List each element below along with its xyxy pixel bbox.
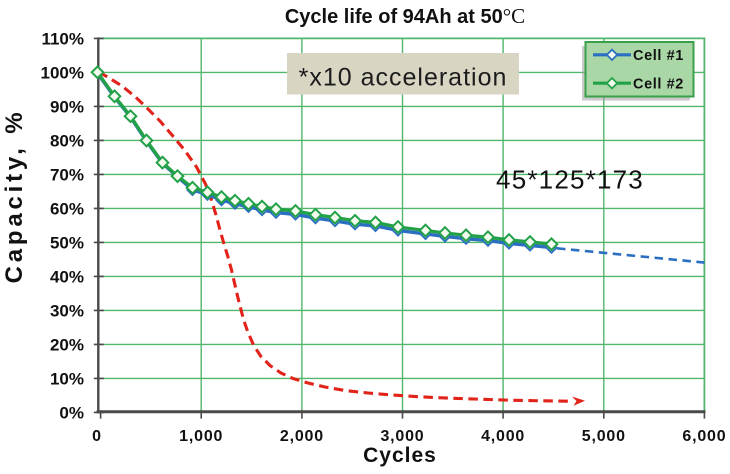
- svg-text:60%: 60%: [50, 199, 84, 218]
- svg-text:Cycle life of 94Ah at 50°C: Cycle life of 94Ah at 50°C: [285, 4, 525, 28]
- svg-text:10%: 10%: [50, 369, 84, 388]
- svg-text:110%: 110%: [41, 29, 84, 48]
- svg-text:90%: 90%: [50, 97, 84, 116]
- svg-text:Cell #2: Cell #2: [633, 76, 684, 92]
- svg-text:50%: 50%: [50, 233, 84, 252]
- svg-text:20%: 20%: [50, 335, 84, 354]
- svg-text:0: 0: [92, 428, 102, 445]
- svg-text:3,000: 3,000: [380, 428, 424, 445]
- svg-text:80%: 80%: [50, 131, 84, 150]
- svg-text:40%: 40%: [50, 267, 84, 286]
- svg-text:1,000: 1,000: [179, 428, 223, 445]
- svg-text:Capacity, %: Capacity, %: [1, 109, 28, 284]
- svg-text:70%: 70%: [50, 165, 84, 184]
- svg-text:45*125*173: 45*125*173: [496, 165, 644, 195]
- svg-text:4,000: 4,000: [481, 428, 525, 445]
- svg-text:*x10 acceleration: *x10 acceleration: [299, 64, 508, 92]
- svg-text:100%: 100%: [41, 63, 84, 82]
- svg-text:30%: 30%: [50, 301, 84, 320]
- svg-text:Cycles: Cycles: [363, 444, 437, 467]
- svg-text:5,000: 5,000: [582, 428, 626, 445]
- svg-text:2,000: 2,000: [280, 428, 324, 445]
- svg-text:Cell #1: Cell #1: [633, 48, 684, 64]
- svg-text:0%: 0%: [59, 403, 84, 422]
- svg-text:6,000: 6,000: [682, 428, 726, 445]
